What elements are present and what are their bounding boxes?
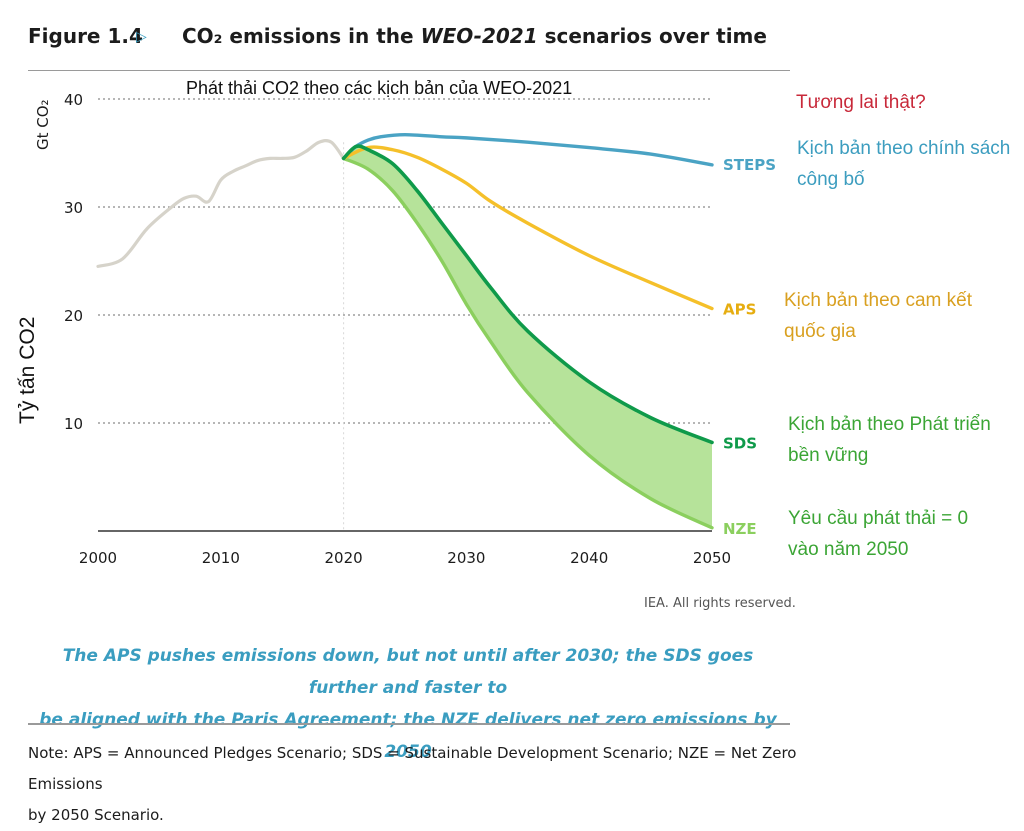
future-annotation: Tương lai thật? xyxy=(796,87,926,118)
note-line-2: by 2050 Scenario. xyxy=(28,806,164,824)
series-label-aps: APS xyxy=(723,301,756,319)
y-tick-label-30: 30 xyxy=(64,199,83,217)
series-label-sds: SDS xyxy=(723,434,757,452)
y-axis-unit-label: Gt CO₂ xyxy=(34,99,52,150)
figure-arrow-icon: ▷ xyxy=(136,29,147,45)
steps-annotation: Kịch bản theo chính sách công bố xyxy=(797,133,1010,195)
y-tick-label-10: 10 xyxy=(64,415,83,433)
x-tick-label-2030: 2030 xyxy=(447,549,485,567)
aps-annotation-line-1: Kịch bản theo cam kết xyxy=(784,290,972,311)
aps-annotation: Kịch bản theo cam kết quốc gia xyxy=(784,285,972,347)
sds-annotation-line-2: bền vững xyxy=(788,445,869,466)
figure-title-italic: WEO-2021 xyxy=(420,24,538,48)
series-line-sds xyxy=(341,144,714,445)
series-label-steps: STEPS xyxy=(723,156,776,174)
figure-number: Figure 1.4 xyxy=(28,24,143,48)
aps-annotation-line-2: quốc gia xyxy=(784,321,856,342)
x-tick-label-2050: 2050 xyxy=(693,549,731,567)
figure-note: Note: APS = Announced Pledges Scenario; … xyxy=(28,738,808,831)
steps-annotation-line-2: công bố xyxy=(797,169,865,190)
figure-header: Figure 1.4 ▷ CO₂ emissions in the WEO-20… xyxy=(28,22,788,56)
y-tick-label-40: 40 xyxy=(64,91,83,109)
nze-annotation-line-2: vào năm 2050 xyxy=(788,539,909,560)
header-divider xyxy=(28,70,790,71)
figure-title-prefix: CO₂ emissions in the xyxy=(182,24,421,48)
series-line-steps xyxy=(341,132,714,167)
y-axis-vietnamese-label: Tỷ tấn CO2 xyxy=(16,316,39,424)
sds-annotation-line-1: Kịch bản theo Phát triển xyxy=(788,414,991,435)
series-line-history xyxy=(96,139,346,268)
nze-annotation-line-1: Yêu cầu phát thải = 0 xyxy=(788,508,969,529)
credit-text: IEA. All rights reserved. xyxy=(644,596,796,611)
steps-annotation-line-1: Kịch bản theo chính sách xyxy=(797,138,1011,159)
figure-caption: The APS pushes emissions down, but not u… xyxy=(28,640,788,768)
future-annotation-line: Tương lai thật? xyxy=(796,92,926,113)
figure-title-suffix: scenarios over time xyxy=(537,24,767,48)
x-tick-label-2000: 2000 xyxy=(79,549,117,567)
vietnamese-chart-title: Phát thải CO2 theo các kịch bản của WEO-… xyxy=(186,78,573,98)
footer-divider xyxy=(28,723,790,725)
x-tick-label-2010: 2010 xyxy=(202,549,240,567)
series-line-nze xyxy=(341,156,714,530)
y-tick-label-20: 20 xyxy=(64,307,83,325)
caption-line-1: The APS pushes emissions down, but not u… xyxy=(62,646,754,698)
nze-annotation: Yêu cầu phát thải = 0 vào năm 2050 xyxy=(788,503,968,565)
series-line-aps xyxy=(341,145,714,311)
x-tick-label-2020: 2020 xyxy=(325,549,363,567)
figure-title: CO₂ emissions in the WEO-2021 scenarios … xyxy=(182,24,767,48)
sds-nze-band xyxy=(343,146,712,528)
sds-annotation: Kịch bản theo Phát triển bền vững xyxy=(788,409,991,471)
series-label-nze: NZE xyxy=(723,520,757,538)
x-tick-label-2040: 2040 xyxy=(570,549,608,567)
note-line-1: Note: APS = Announced Pledges Scenario; … xyxy=(28,744,797,793)
caption-line-2: be aligned with the Paris Agreement; the… xyxy=(39,710,777,762)
